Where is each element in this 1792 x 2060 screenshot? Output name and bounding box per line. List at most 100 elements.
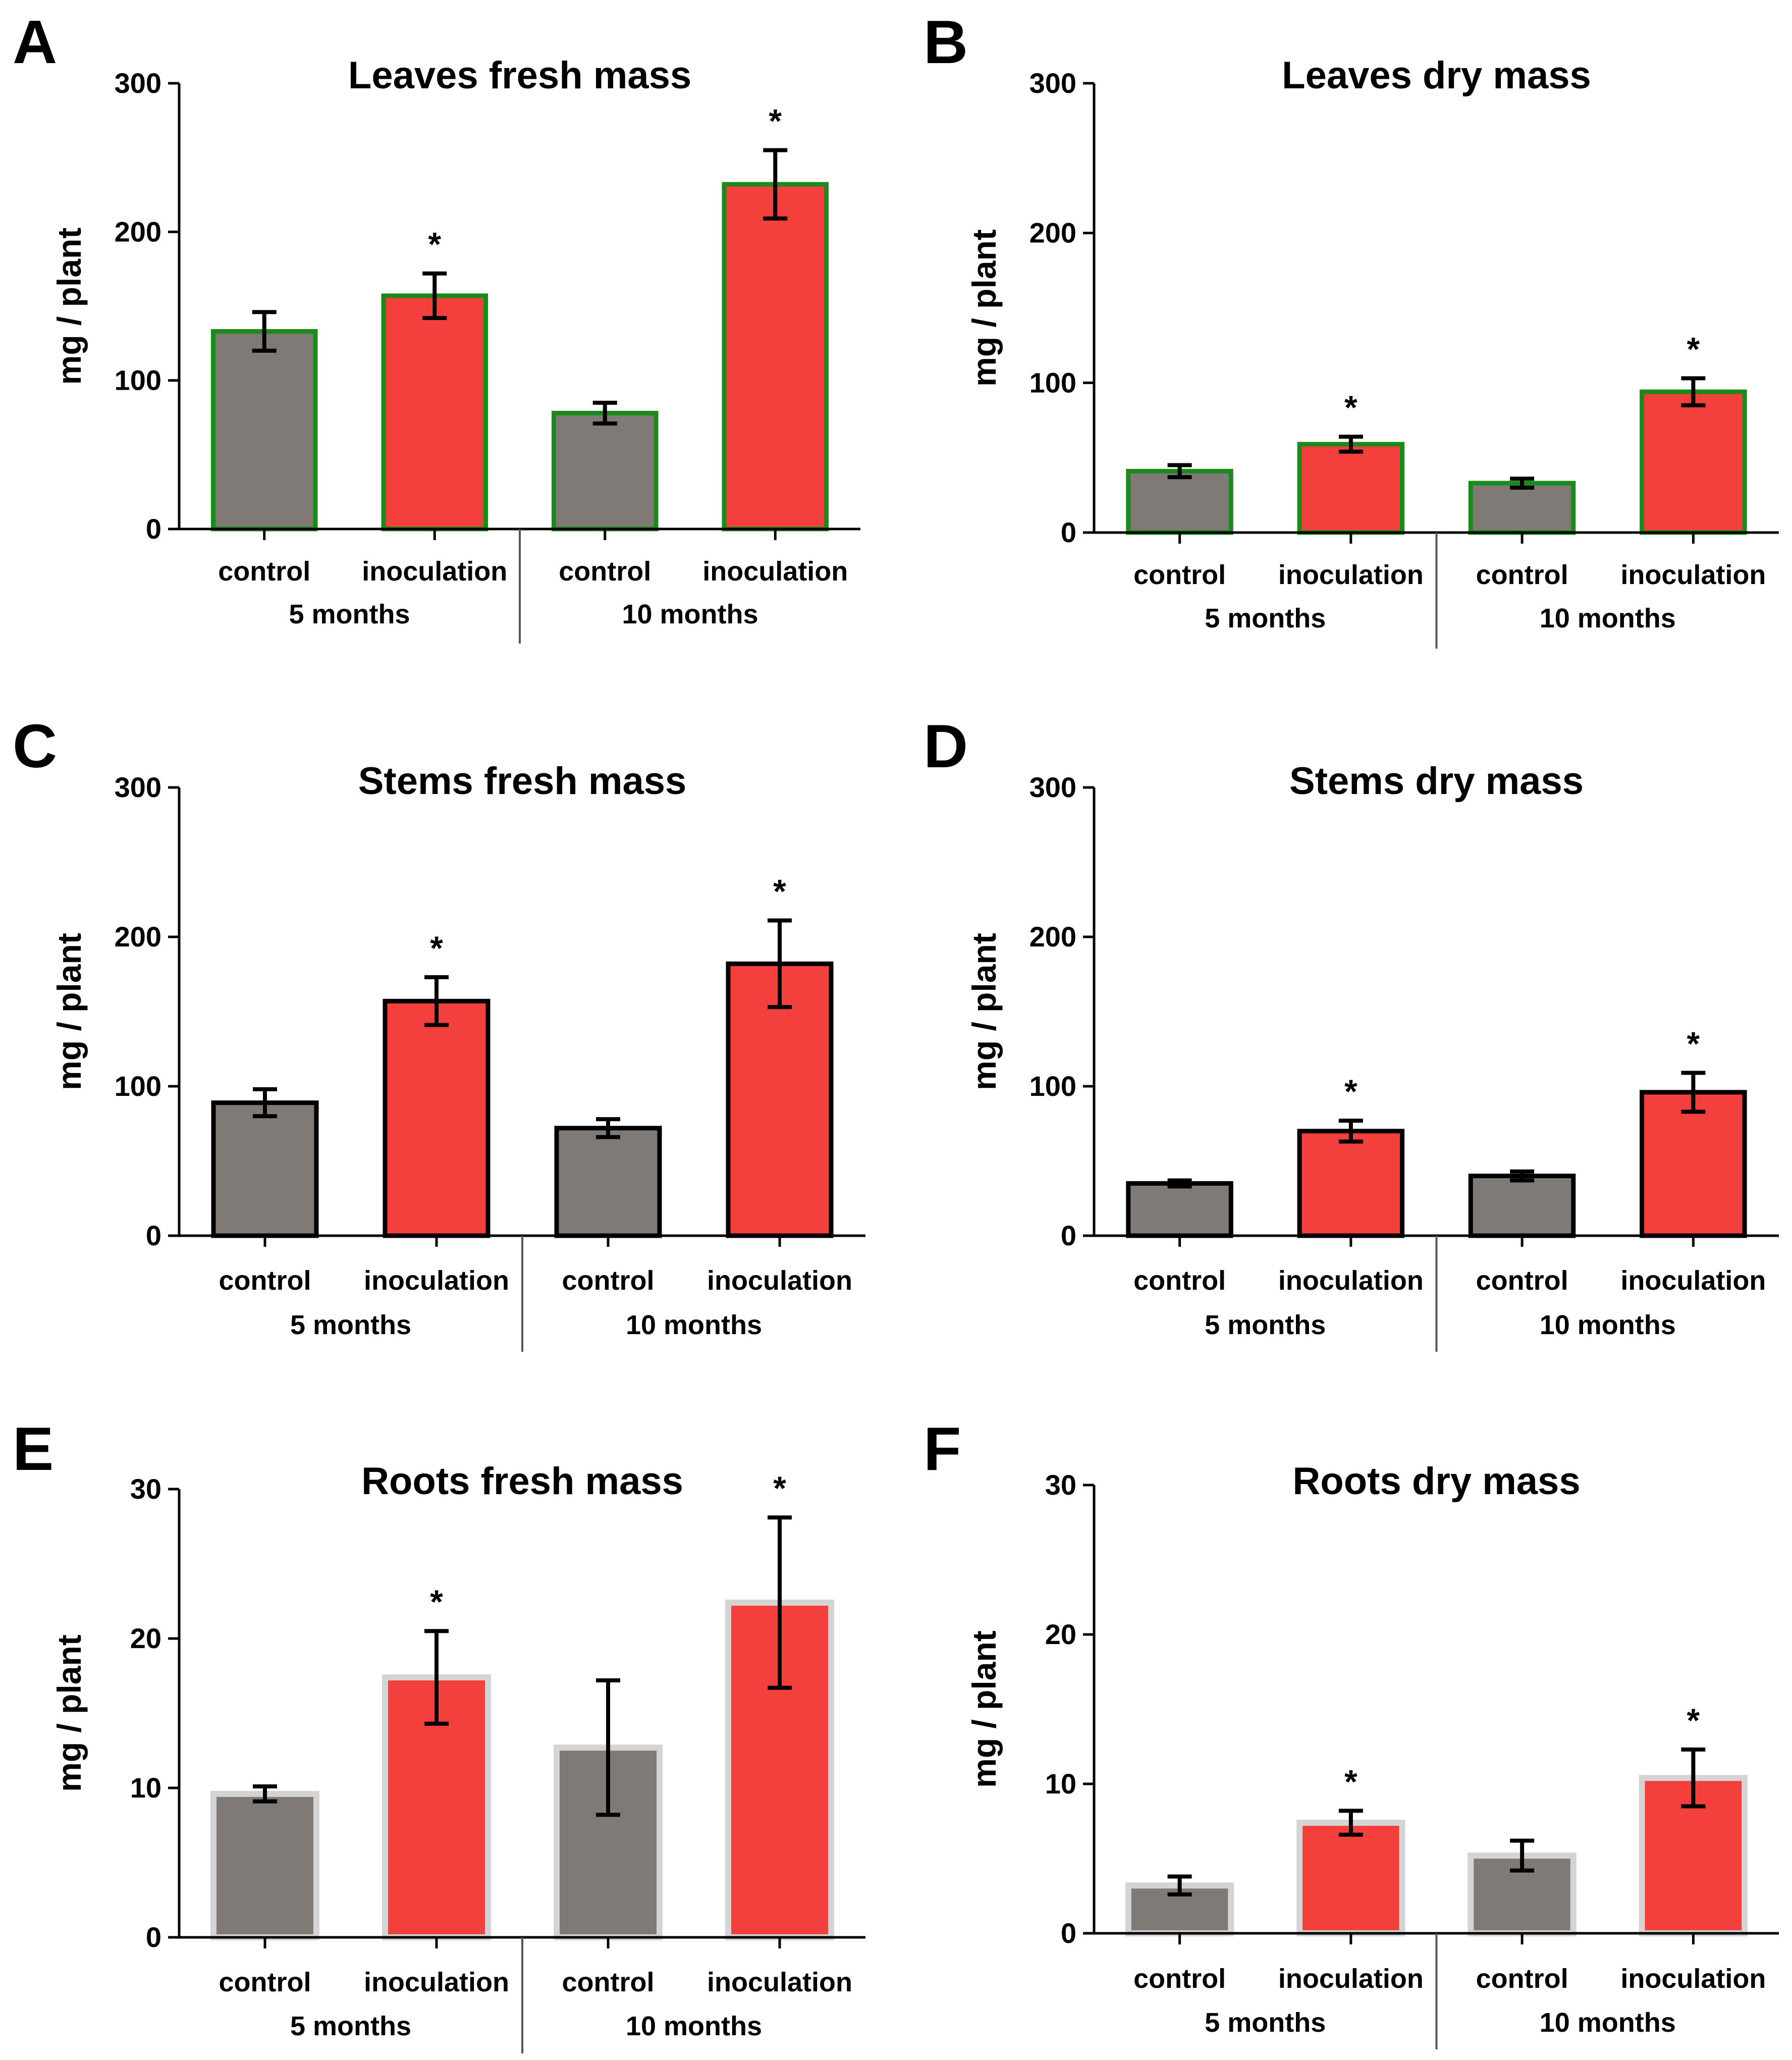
bar-2	[383, 998, 491, 1238]
chart-title: Stems dry mass	[1289, 760, 1584, 803]
error-bar-1	[1167, 1178, 1192, 1189]
y-tick-label: 100	[1029, 1070, 1076, 1102]
group-label-1: 5 months	[1205, 1310, 1326, 1340]
significance-marker-4: *	[769, 102, 782, 139]
error-bar-3	[596, 1678, 620, 1817]
chart-title: Roots fresh mass	[361, 1460, 683, 1503]
error-bar-4	[1681, 1747, 1706, 1809]
significance-marker-4: *	[773, 872, 786, 910]
x-tick-label-2: inoculation	[364, 1265, 509, 1296]
significance-marker-4: *	[773, 1469, 786, 1507]
y-axis-label: mg / plant	[965, 229, 1003, 387]
error-bar-4	[768, 1515, 792, 1690]
chart-title: Leaves fresh mass	[348, 54, 691, 97]
x-tick-label-4: inoculation	[702, 556, 848, 587]
x-tick-label-3: control	[1476, 1265, 1568, 1296]
bar-1	[210, 1790, 319, 1941]
y-tick-label: 20	[1045, 1618, 1076, 1650]
error-bar-3	[1510, 477, 1535, 490]
group-label-2: 10 months	[1540, 2008, 1676, 2038]
group-label-1: 5 months	[289, 599, 410, 629]
chart-panel-f: F Roots dry mass mg / plant * * 0 10 20 30 contro…	[924, 1414, 1779, 2049]
bar-1	[1126, 1181, 1233, 1238]
group-label-1: 5 months	[290, 2011, 411, 2041]
bar-4	[1640, 1090, 1747, 1238]
y-axis-label: mg / plant	[965, 933, 1003, 1090]
chart-panel-c: C Stems fresh mass mg / plant * * 0 100 200 300 c…	[13, 712, 865, 1352]
group-label-1: 5 months	[1205, 2008, 1326, 2038]
bar-1	[1126, 468, 1233, 535]
bar-2	[1297, 442, 1405, 535]
bar-3	[1468, 481, 1576, 535]
y-axis-label: mg / plant	[50, 933, 88, 1090]
x-tick-label-4: inoculation	[707, 1967, 852, 1997]
x-tick-label-3: control	[562, 1967, 655, 1997]
error-bar-1	[1167, 463, 1192, 480]
significance-marker-4: *	[1687, 1025, 1700, 1062]
significance-marker-2: *	[428, 226, 441, 263]
y-tick-label: 10	[130, 1772, 161, 1804]
y-tick-label: 200	[1029, 217, 1076, 249]
chart-panel-d: D Stems dry mass mg / plant * * 0 100 200 300 con…	[924, 712, 1779, 1352]
significance-marker-4: *	[1687, 330, 1700, 367]
significance-marker-2: *	[1344, 389, 1357, 426]
x-tick-label-1: control	[1133, 1964, 1226, 1994]
chart-panel-a: A Leaves fresh mass mg / plant * * 0 100 200 300…	[13, 8, 860, 644]
x-tick-label-3: control	[1476, 560, 1568, 590]
panel-letter: E	[13, 1414, 53, 1483]
panel-letter: D	[924, 712, 968, 780]
group-label-2: 10 months	[1540, 1310, 1676, 1340]
y-tick-label: 10	[1045, 1768, 1076, 1800]
bar-4	[722, 182, 829, 532]
error-bar-3	[1510, 1838, 1535, 1873]
y-tick-label: 0	[1061, 1917, 1076, 1949]
y-tick-label: 0	[146, 1220, 161, 1251]
x-tick-label-2: inoculation	[1278, 1964, 1424, 1994]
y-tick-label: 100	[1029, 366, 1076, 398]
y-tick-label: 20	[130, 1622, 161, 1654]
error-bar-2	[1338, 1119, 1363, 1144]
error-bar-3	[596, 1117, 620, 1139]
y-axis-label: mg / plant	[50, 1634, 88, 1792]
chart-panel-e: E Roots fresh mass mg / plant * * 0 10 20 30 cont…	[13, 1414, 865, 2053]
x-tick-label-3: control	[559, 556, 651, 587]
panel-letter: B	[924, 8, 968, 76]
y-tick-label: 200	[1029, 921, 1076, 953]
error-bar-1	[1167, 1874, 1192, 1897]
x-tick-label-4: inoculation	[1620, 1265, 1766, 1296]
x-tick-label-4: inoculation	[1620, 560, 1766, 590]
bar-4	[1640, 389, 1747, 535]
bar-3	[554, 1126, 662, 1238]
error-bar-1	[253, 1087, 277, 1119]
group-label-2: 10 months	[1540, 603, 1676, 633]
significance-marker-2: *	[1344, 1073, 1357, 1110]
x-tick-label-3: control	[562, 1265, 655, 1296]
x-tick-label-4: inoculation	[707, 1265, 852, 1296]
bar-1	[211, 329, 318, 532]
y-tick-label: 100	[115, 1070, 161, 1102]
error-bar-3	[1510, 1169, 1535, 1183]
x-tick-label-1: control	[1133, 560, 1226, 590]
y-tick-label: 300	[115, 67, 161, 99]
x-tick-label-2: inoculation	[1278, 560, 1424, 590]
bar-1	[211, 1100, 319, 1238]
y-tick-label: 0	[146, 1921, 161, 1953]
y-tick-label: 300	[1029, 771, 1076, 803]
bar-3	[1468, 1174, 1576, 1238]
x-tick-label-3: control	[1476, 1964, 1568, 1994]
error-bar-3	[592, 400, 617, 426]
x-tick-label-1: control	[218, 556, 310, 587]
bar-2	[1297, 1129, 1405, 1238]
x-tick-label-1: control	[1133, 1265, 1226, 1296]
error-bar-4	[768, 918, 792, 1010]
y-tick-label: 0	[1061, 1220, 1076, 1251]
y-tick-label: 0	[146, 513, 161, 545]
group-label-1: 5 months	[1205, 603, 1326, 633]
error-bar-2	[424, 1629, 449, 1726]
y-tick-label: 0	[1061, 516, 1076, 548]
significance-marker-2: *	[1344, 1763, 1357, 1800]
group-label-1: 5 months	[290, 1310, 411, 1340]
group-label-2: 10 months	[626, 1310, 762, 1340]
bar-2	[1296, 1820, 1405, 1936]
x-tick-label-1: control	[219, 1967, 311, 1997]
